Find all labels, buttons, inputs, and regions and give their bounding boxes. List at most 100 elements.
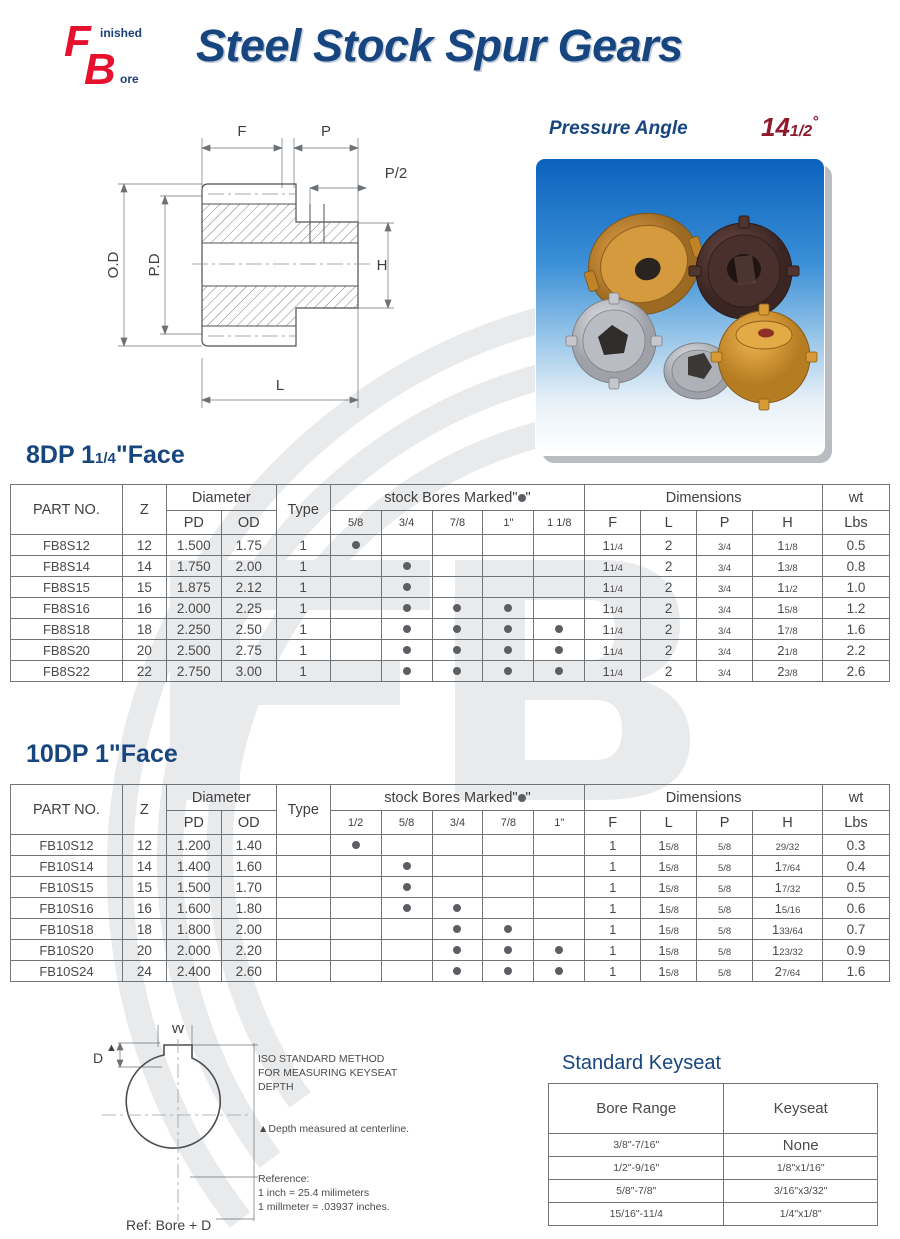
logo-slash-shape [64, 14, 114, 92]
cell-pd: 1.500 [165, 876, 222, 898]
table-row: FB10S14 14 1.400 1.60 1 15/8 5/8 17/64 0.4 [10, 855, 891, 877]
keyseat-label-ref-bore: Ref: Bore + D [126, 1217, 211, 1233]
cell-bore-7/8 [431, 555, 484, 577]
cell-dim-h: 133/64 [752, 918, 823, 940]
keyseat-label-w: W [171, 1025, 185, 1036]
cell-pd: 1.800 [165, 918, 222, 940]
cell-dim-f: 11/4 [584, 576, 642, 598]
th-diameter: Diameter [165, 484, 277, 511]
cell-bore-1" [482, 639, 535, 661]
cell-bore-5/8 [329, 639, 382, 661]
th-dim-p: P [696, 510, 754, 535]
cell-type: 1 [275, 597, 331, 619]
cell-bore-3/4 [380, 660, 433, 682]
cell-z: 14 [121, 855, 167, 877]
th-bore-2: 3/4 [431, 810, 484, 835]
th-od: OD [220, 810, 277, 835]
cell-bore-1 1/8 [533, 534, 586, 556]
cell-wt: 0.5 [821, 534, 891, 556]
cell-bore-1" [533, 939, 586, 961]
section-title-10dp-main: 10DP 1"Face [26, 740, 178, 768]
cell-pd: 2.000 [165, 939, 222, 961]
page-header: F B inished ore Steel Stock Spur Gears [0, 0, 900, 96]
cell-bore-1/2 [329, 834, 382, 856]
cell-bore-3/4 [380, 597, 433, 619]
cell-z: 24 [121, 960, 167, 982]
cell-z: 20 [121, 639, 167, 661]
cell-z: 18 [121, 618, 167, 640]
cell-dim-l: 2 [640, 597, 698, 619]
th-stock-bores-tail: " [525, 789, 531, 806]
cell-bore-7/8 [431, 534, 484, 556]
cell-pd: 2.250 [165, 618, 222, 640]
cell-od: 2.00 [220, 555, 277, 577]
cell-dim-l: 15/8 [640, 876, 698, 898]
th-bore-3: 1" [482, 510, 535, 535]
cell-dim-p: 3/4 [696, 597, 754, 619]
cell-bore-1" [533, 876, 586, 898]
bore-available-dot-icon [453, 604, 462, 612]
bore-available-dot-icon [453, 967, 462, 975]
bore-available-dot-icon [351, 541, 360, 549]
cell-dim-h: 21/8 [752, 639, 823, 661]
th-pd: PD [165, 810, 222, 835]
cell-z: 15 [121, 576, 167, 598]
keyseat-row: 3/8"-7/16" None [547, 1133, 878, 1157]
drawing-label-l: L [276, 377, 284, 394]
cell-type [275, 918, 331, 940]
cell-dim-f: 1 [584, 834, 642, 856]
th-part-no: PART NO. [10, 784, 123, 835]
cell-part-no: FB8S18 [10, 618, 123, 640]
cell-dim-f: 11/4 [584, 555, 642, 577]
bore-available-dot-icon [402, 646, 411, 654]
cell-bore-1 1/8 [533, 660, 586, 682]
cell-bore-7/8 [431, 639, 484, 661]
cell-pd: 2.000 [165, 597, 222, 619]
page-title: Steel Stock Spur Gears [196, 20, 683, 71]
cell-dim-l: 2 [640, 534, 698, 556]
cell-type [275, 939, 331, 961]
table-row: FB8S12 12 1.500 1.75 1 11/4 2 3/4 11/8 0.5 [10, 534, 891, 556]
bore-available-dot-icon [402, 562, 411, 570]
cell-wt: 2.2 [821, 639, 891, 661]
bore-available-dot-icon [504, 646, 513, 654]
bore-available-dot-icon [453, 925, 462, 933]
section-title-8dp-main: 8DP 1 [26, 441, 96, 469]
cell-bore-5/8 [380, 834, 433, 856]
th-bore-2: 7/8 [431, 510, 484, 535]
section-title-8dp-frac: 1/4 [95, 450, 116, 467]
th-part-no: PART NO. [10, 484, 123, 535]
cell-bore-1" [482, 597, 535, 619]
cell-pd: 1.750 [165, 555, 222, 577]
bore-available-dot-icon [555, 967, 564, 975]
cell-bore-3/4 [431, 855, 484, 877]
drawing-label-p-half: P/2 [385, 165, 408, 182]
cell-part-no: FB8S20 [10, 639, 123, 661]
cell-dim-h: 11/8 [752, 534, 823, 556]
table-row: FB8S14 14 1.750 2.00 1 11/4 2 3/4 13/8 0.8 [10, 555, 891, 577]
th-bore-4: 1 1/8 [533, 510, 586, 535]
keyseat-row: 15/16"-11/4 1/4"x1/8" [547, 1202, 878, 1226]
cell-bore-1/2 [329, 918, 382, 940]
keyseat-label-d: D [93, 1050, 103, 1066]
cell-dim-l: 15/8 [640, 918, 698, 940]
section-title-8dp: 8DP 11/4"Face [26, 441, 185, 470]
cell-wt: 0.4 [821, 855, 891, 877]
cell-bore-1" [533, 834, 586, 856]
cell-pd: 1.200 [165, 834, 222, 856]
drawing-label-h: H [377, 257, 388, 274]
cell-dim-l: 2 [640, 576, 698, 598]
bore-available-dot-icon [504, 667, 513, 675]
logo-text-bore: ore [120, 72, 139, 86]
cell-dim-f: 1 [584, 855, 642, 877]
cell-bore-7/8 [482, 960, 535, 982]
cell-bore-1" [482, 534, 535, 556]
table-8dp-body: FB8S12 12 1.500 1.75 1 11/4 2 3/4 11/8 0.5 FB8S14 1… [10, 534, 891, 682]
cell-pd: 2.500 [165, 639, 222, 661]
cell-dim-f: 1 [584, 939, 642, 961]
cell-dim-h: 29/32 [752, 834, 823, 856]
table-8dp: PART NO. Z Diameter Type stock Bores Mar… [10, 484, 891, 682]
cell-bore-1" [533, 918, 586, 940]
th-wt: wt [821, 784, 891, 811]
cell-wt: 0.5 [821, 876, 891, 898]
